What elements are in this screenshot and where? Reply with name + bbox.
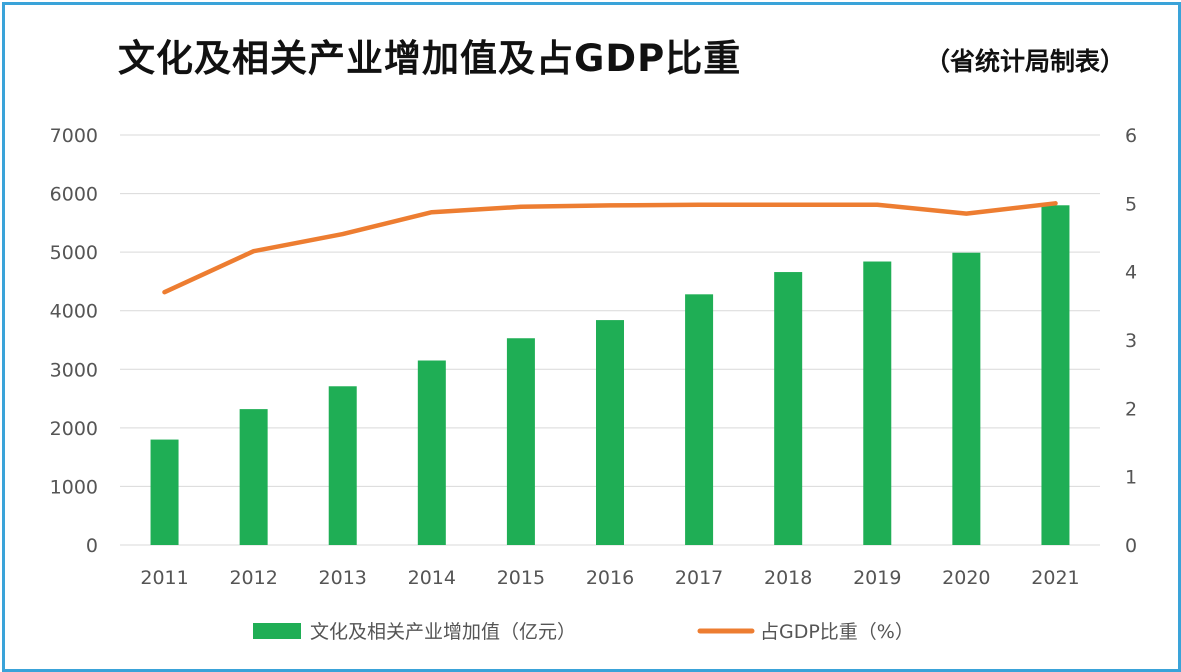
chart-title: 文化及相关产业增加值及占GDP比重	[118, 37, 742, 80]
line-gdp-share	[162, 201, 1058, 295]
bar-2012	[239, 409, 268, 545]
left-tick-label: 0	[86, 535, 98, 557]
left-tick-label: 1000	[50, 476, 98, 498]
bar-2013	[328, 386, 357, 545]
x-tick-label: 2017	[675, 567, 723, 589]
right-tick-label: 4	[1125, 262, 1137, 284]
x-tick-label: 2020	[942, 567, 990, 589]
right-tick-label: 0	[1125, 535, 1137, 557]
line-series	[162, 201, 1058, 295]
bar-2021	[1041, 205, 1070, 546]
left-tick-label: 6000	[50, 184, 98, 206]
x-axis-ticks: 2011 2012 2013 2014 2015 2016 2017 2018 2019 2020…	[140, 567, 1079, 589]
left-tick-label: 5000	[50, 242, 98, 264]
legend-label-bar: 文化及相关产业增加值（亿元）	[310, 621, 576, 643]
right-tick-label: 2	[1125, 398, 1137, 420]
bar-2019	[863, 261, 892, 545]
x-tick-label: 2021	[1031, 567, 1079, 589]
bar-2018	[774, 272, 803, 545]
bar-2017	[685, 294, 714, 545]
left-tick-label: 2000	[50, 418, 98, 440]
left-tick-label: 7000	[50, 125, 98, 147]
bar-2011	[150, 439, 179, 545]
x-tick-label: 2014	[408, 567, 456, 589]
x-tick-label: 2015	[497, 567, 545, 589]
right-tick-label: 1	[1125, 467, 1137, 489]
chart-source-note: （省统计局制表）	[924, 47, 1125, 76]
x-tick-label: 2012	[229, 567, 277, 589]
x-tick-label: 2018	[764, 567, 812, 589]
right-tick-label: 5	[1125, 193, 1137, 215]
right-axis-ticks: 0 1 2 3 4 5 6	[1125, 125, 1137, 557]
bar-2020	[952, 252, 981, 545]
x-tick-label: 2011	[140, 567, 188, 589]
left-axis-ticks: 0 1000 2000 3000 4000 5000 6000 7000	[50, 125, 98, 557]
bar-2016	[596, 320, 624, 545]
left-tick-label: 3000	[50, 359, 98, 381]
legend: 文化及相关产业增加值（亿元） 占GDP比重（%）	[253, 621, 914, 643]
legend-label-line: 占GDP比重（%）	[760, 621, 914, 643]
x-tick-label: 2013	[319, 567, 367, 589]
right-tick-label: 3	[1125, 330, 1137, 352]
left-tick-label: 4000	[50, 301, 98, 323]
right-tick-label: 6	[1125, 125, 1137, 147]
bar-2015	[506, 338, 535, 545]
bar-series	[150, 205, 1070, 546]
legend-swatch-bar	[253, 623, 301, 639]
x-tick-label: 2016	[586, 567, 634, 589]
x-tick-label: 2019	[853, 567, 901, 589]
bar-2014	[417, 360, 446, 545]
